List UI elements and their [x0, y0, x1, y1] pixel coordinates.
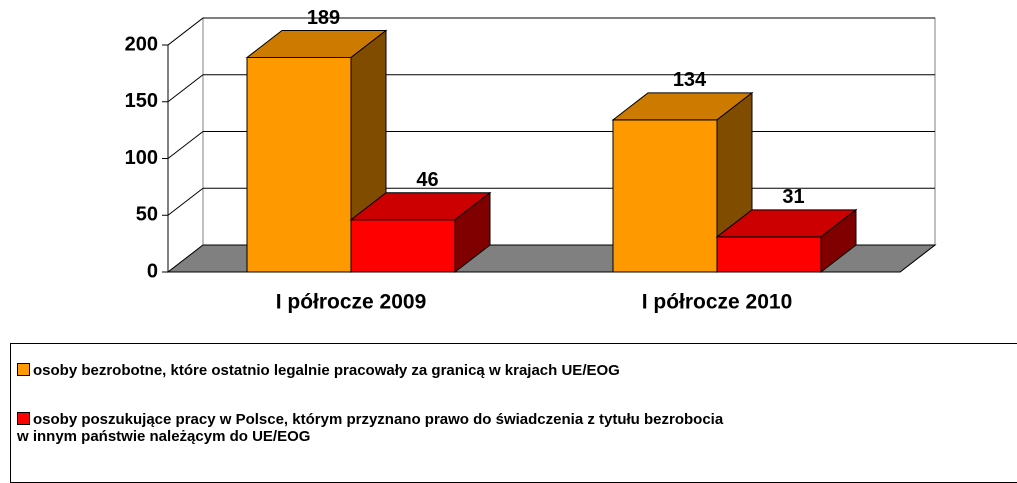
value-label: 134: [673, 69, 707, 91]
grid-line: [167, 17, 204, 46]
bar: [611, 91, 754, 274]
bar-front: [246, 56, 352, 273]
legend-item: osoby bezrobotne, które ostatnio legalni…: [17, 362, 620, 379]
bar-front: [612, 119, 718, 273]
value-label: 46: [416, 169, 438, 191]
bar-front: [716, 236, 822, 273]
legend-item: osoby poszukujące pracy w Polsce, którym…: [17, 411, 723, 445]
grid-line: [167, 74, 204, 103]
legend-label: osoby poszukujące pracy w Polsce, którym…: [17, 411, 724, 445]
bar: [245, 29, 388, 274]
chart: 0 50 100 150 200 I półrocze 2009 189 46 I półroc…: [125, 7, 937, 314]
y-tick-label: 150: [125, 90, 158, 112]
bar-side: [820, 208, 857, 274]
bar-side: [454, 191, 491, 274]
legend-swatch: [17, 412, 30, 425]
bar: [349, 191, 492, 274]
grid-line: [167, 187, 204, 216]
y-tick-label: 50: [136, 204, 158, 226]
y-tick-label: 100: [125, 147, 158, 169]
value-label: 189: [307, 7, 340, 29]
legend-swatch: [17, 363, 30, 376]
y-tick-label: 200: [125, 33, 158, 55]
bar-front: [350, 219, 456, 273]
x-tick-label: I półrocze 2009: [276, 291, 427, 314]
grid-line: [167, 131, 204, 159]
y-tick-label: 0: [147, 260, 158, 282]
page: 0 50 100 150 200 I półrocze 2009 189 46 I półroc…: [10, 6, 1017, 483]
value-label: 31: [782, 186, 804, 208]
legend: osoby bezrobotne, które ostatnio legalni…: [10, 343, 1017, 483]
legend-label: osoby bezrobotne, które ostatnio legalni…: [33, 362, 620, 379]
bar: [715, 208, 858, 274]
x-tick-label: I półrocze 2010: [642, 291, 793, 314]
